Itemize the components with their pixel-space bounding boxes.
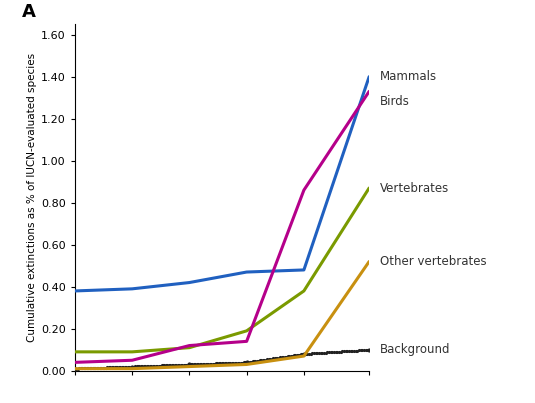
Text: Birds: Birds <box>380 96 410 108</box>
Text: Background: Background <box>380 343 450 356</box>
Text: Vertebrates: Vertebrates <box>380 181 449 195</box>
Text: Mammals: Mammals <box>380 70 437 83</box>
Y-axis label: Cumulative extinctions as % of IUCN-evaluated species: Cumulative extinctions as % of IUCN-eval… <box>27 53 37 342</box>
Text: A: A <box>22 3 36 21</box>
Text: Other vertebrates: Other vertebrates <box>380 255 486 268</box>
